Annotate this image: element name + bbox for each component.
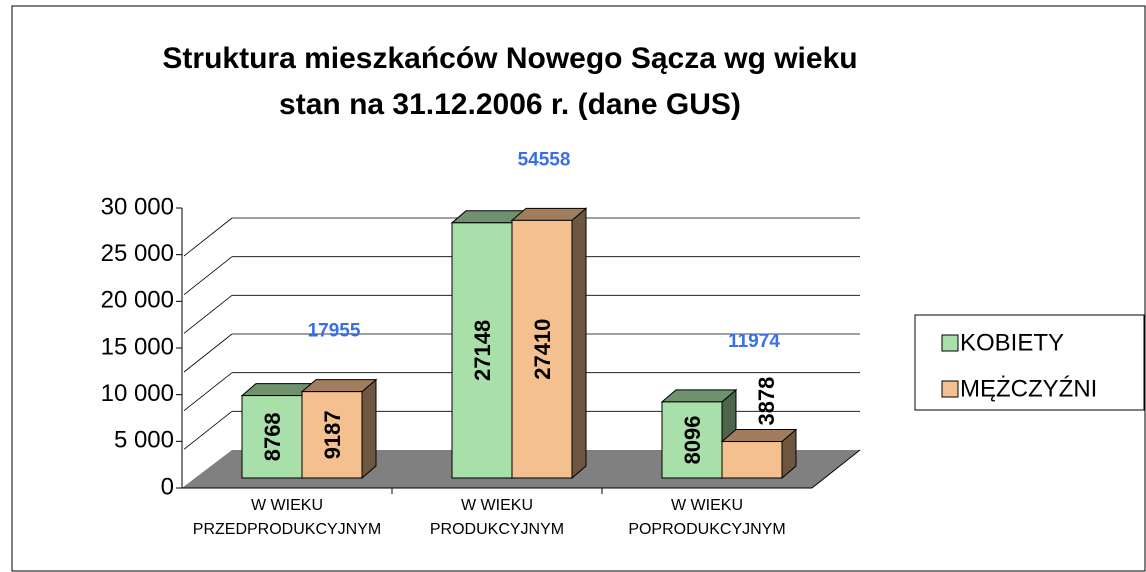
grid-line	[183, 295, 233, 334]
y-tick-label: 30 000	[101, 193, 174, 220]
value-label: 27410	[530, 319, 555, 380]
y-tick-label: 5 000	[114, 427, 174, 454]
bar	[721, 441, 783, 479]
y-tick-label: 20 000	[101, 287, 174, 314]
bar	[451, 222, 513, 479]
x-tick-label: W WIEKU	[671, 497, 743, 514]
y-tick-label: 15 000	[101, 333, 174, 360]
legend-swatch	[941, 380, 959, 398]
legend-label: MĘŻCZYŹNI	[960, 375, 1097, 402]
grid-line	[183, 217, 233, 257]
value-label: 8768	[260, 412, 285, 461]
floor-edge	[811, 449, 861, 489]
chart-title: stan na 31.12.2006 r. (dane GUS)	[279, 88, 741, 121]
y-tick-label: 10 000	[101, 380, 174, 407]
chart-title: Struktura mieszkańców Nowego Sącza wg wi…	[162, 42, 857, 75]
legend-label: KOBIETY	[960, 329, 1064, 356]
bar-top-shade	[452, 210, 526, 223]
bar-side-shade	[362, 379, 376, 478]
bar-side-shade	[782, 429, 796, 478]
grid-line	[183, 411, 233, 450]
total-label: 54558	[518, 149, 571, 170]
bar-top-shade	[512, 208, 586, 221]
bar	[661, 401, 723, 479]
x-tick-label: PRODUKCYJNYM	[430, 521, 564, 538]
value-label: 8096	[680, 415, 705, 464]
bar	[241, 395, 303, 479]
bar	[301, 391, 363, 479]
bar-side-shade	[572, 208, 586, 478]
x-tick-label: W WIEKU	[251, 497, 323, 514]
grid-line	[183, 256, 233, 295]
grid-line	[183, 372, 233, 411]
x-tick-label: PRZEDPRODUKCYJNYM	[193, 521, 381, 538]
bar-top-shade	[662, 389, 736, 402]
value-label: 3878	[754, 377, 779, 426]
total-label: 17955	[308, 321, 361, 342]
bar-top-shade	[722, 429, 796, 442]
value-label: 9187	[320, 410, 345, 459]
value-label: 27148	[470, 320, 495, 381]
y-tick-label: 25 000	[101, 240, 174, 267]
x-tick-label: W WIEKU	[461, 497, 533, 514]
legend-swatch	[941, 334, 959, 352]
bar-top-shade	[242, 383, 316, 396]
bar	[511, 219, 573, 479]
total-label: 11974	[728, 331, 780, 352]
x-tick-label: POPRODUKCYJNYM	[628, 521, 785, 538]
grid-line	[183, 333, 233, 373]
y-tick-label: 0	[161, 473, 174, 500]
bar-top-shade	[302, 379, 376, 392]
